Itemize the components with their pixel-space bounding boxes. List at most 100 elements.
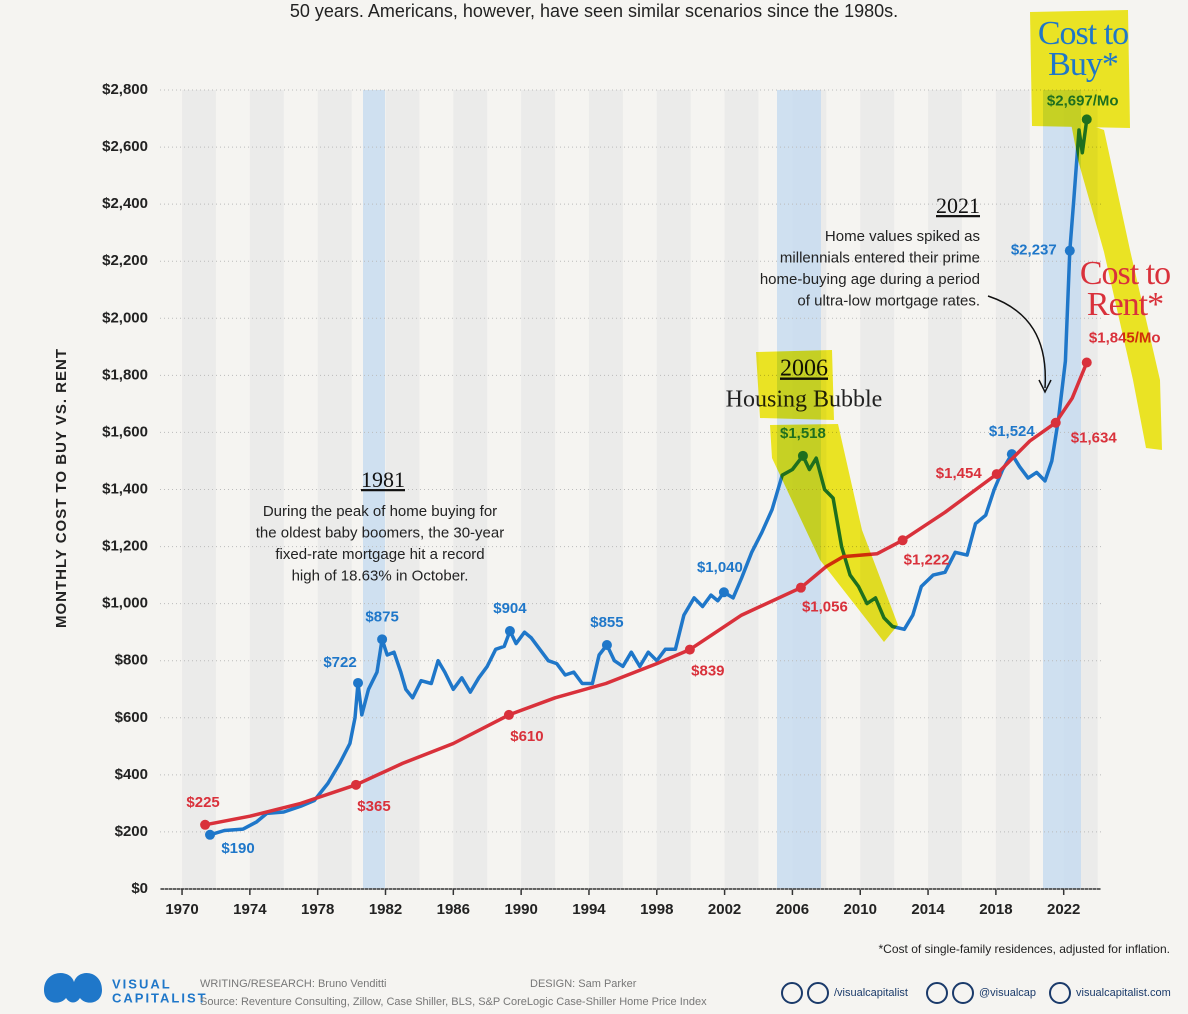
x-tick-label: 1974 bbox=[233, 901, 267, 918]
point bbox=[350, 779, 361, 790]
x-tick-label: 2006 bbox=[776, 901, 809, 918]
stripe bbox=[860, 90, 895, 889]
stripe bbox=[656, 90, 691, 889]
legend-rent: Cost to Rent* bbox=[1079, 255, 1171, 323]
annotation-text: Home values spiked as bbox=[825, 228, 980, 245]
point bbox=[718, 587, 729, 598]
annotation-title: 1981 bbox=[361, 467, 405, 492]
source: Source: Reventure Consulting, Zillow, Ca… bbox=[200, 996, 707, 1008]
subtitle: 50 years. Americans, however, have seen … bbox=[290, 1, 898, 21]
x-tick-label: 2002 bbox=[708, 901, 741, 918]
highlighter bbox=[756, 10, 1162, 642]
point bbox=[1081, 357, 1092, 368]
data-label: $904 bbox=[493, 600, 527, 617]
data-label: $839 bbox=[691, 663, 724, 680]
point bbox=[601, 640, 612, 651]
data-label: $2,237 bbox=[1011, 242, 1057, 259]
stripe bbox=[453, 90, 488, 889]
y-tick-label: $2,400 bbox=[102, 195, 148, 212]
footnote: *Cost of single-family residences, adjus… bbox=[879, 942, 1170, 956]
series-line bbox=[209, 119, 1089, 837]
stripe bbox=[588, 90, 623, 889]
annotation-text: high of 18.63% in October. bbox=[292, 567, 469, 584]
social-link[interactable]: visualcapitalist.com bbox=[1076, 987, 1171, 999]
brand: CAPITALIST bbox=[112, 990, 208, 1005]
annotation-text: During the peak of home buying for bbox=[263, 503, 497, 520]
y-tick-label: $200 bbox=[115, 823, 148, 840]
stripe bbox=[385, 90, 420, 889]
highlight-buy bbox=[1030, 10, 1130, 128]
point bbox=[504, 626, 515, 637]
x-tick-label: 1978 bbox=[301, 901, 334, 918]
y-tick-label: $0 bbox=[131, 880, 148, 897]
logo bbox=[44, 972, 102, 1003]
data-label: $1,454 bbox=[936, 465, 983, 482]
x-tick-label: 1994 bbox=[572, 901, 606, 918]
y-tick-label: $400 bbox=[115, 766, 148, 783]
data-label: $225 bbox=[186, 794, 219, 811]
y-tick-label: $1,400 bbox=[102, 480, 148, 497]
legend-buy: Cost to Buy* bbox=[1037, 15, 1129, 83]
stripe bbox=[249, 90, 284, 889]
annotation-text: millennials entered their prime bbox=[780, 249, 980, 266]
data-label: $1,634 bbox=[1071, 430, 1118, 447]
arrow bbox=[987, 295, 1047, 389]
x-tick-label: 1998 bbox=[640, 901, 673, 918]
icon[interactable] bbox=[926, 982, 948, 1004]
x-tick-label: 2014 bbox=[911, 901, 945, 918]
y-tick-label: $1,200 bbox=[102, 538, 148, 555]
point bbox=[991, 469, 1002, 480]
stripe bbox=[182, 90, 216, 889]
point bbox=[377, 634, 388, 645]
social-link[interactable]: @visualcap bbox=[979, 987, 1036, 999]
x-tick-label: 2022 bbox=[1047, 901, 1080, 918]
highlight-stroke-2 bbox=[1070, 118, 1162, 450]
highlight-2006 bbox=[756, 350, 834, 420]
stripe bbox=[317, 90, 352, 889]
credit: WRITING/RESEARCH: Bruno Venditti bbox=[200, 978, 386, 990]
x-tick-label: 1970 bbox=[165, 901, 198, 918]
y-tick-label: $1,000 bbox=[102, 595, 148, 612]
y-tick-label: $1,600 bbox=[102, 423, 148, 440]
data-label: $365 bbox=[357, 798, 390, 815]
icon[interactable] bbox=[1049, 982, 1071, 1004]
point bbox=[684, 644, 695, 655]
icon[interactable] bbox=[781, 982, 803, 1004]
credit: DESIGN: Sam Parker bbox=[530, 978, 637, 990]
annotation-text: home-buying age during a period bbox=[760, 271, 980, 288]
series-line bbox=[204, 361, 1089, 827]
x-tick-label: 2010 bbox=[844, 901, 877, 918]
y-tick-label: $2,000 bbox=[102, 309, 148, 326]
icon[interactable] bbox=[952, 982, 974, 1004]
data-label: $1,040 bbox=[697, 559, 743, 576]
x-tick-label: 1986 bbox=[437, 901, 470, 918]
x-tick-label: 1990 bbox=[504, 901, 537, 918]
arrow-head bbox=[1038, 379, 1052, 394]
y-tick-label: $2,200 bbox=[102, 252, 148, 269]
point bbox=[205, 829, 216, 840]
point bbox=[503, 709, 514, 720]
y-axis-label: MONTHLY COST TO BUY VS. RENT bbox=[53, 348, 70, 628]
y-tick-label: $2,800 bbox=[102, 81, 148, 98]
annotation-text: fixed-rate mortgage hit a record bbox=[275, 546, 484, 563]
highlight-stroke bbox=[770, 424, 898, 642]
data-label: $1,524 bbox=[989, 423, 1036, 440]
point bbox=[353, 677, 364, 688]
y-tick-label: $2,600 bbox=[102, 138, 148, 155]
point bbox=[897, 535, 908, 546]
data-label: $610 bbox=[510, 728, 543, 745]
annotation-title: 2021 bbox=[936, 193, 980, 218]
y-tick-label: $1,800 bbox=[102, 366, 148, 383]
social-link[interactable]: /visualcapitalist bbox=[834, 987, 908, 999]
x-tick-label: 1982 bbox=[369, 901, 402, 918]
y-tick-label: $600 bbox=[115, 709, 148, 726]
point bbox=[1050, 417, 1061, 428]
x-tick-label: 2018 bbox=[979, 901, 1012, 918]
point bbox=[795, 582, 806, 593]
icon[interactable] bbox=[807, 982, 829, 1004]
annotation-text: the oldest baby boomers, the 30-year bbox=[256, 524, 504, 541]
data-label: $1,056 bbox=[802, 599, 848, 616]
point bbox=[200, 819, 211, 830]
